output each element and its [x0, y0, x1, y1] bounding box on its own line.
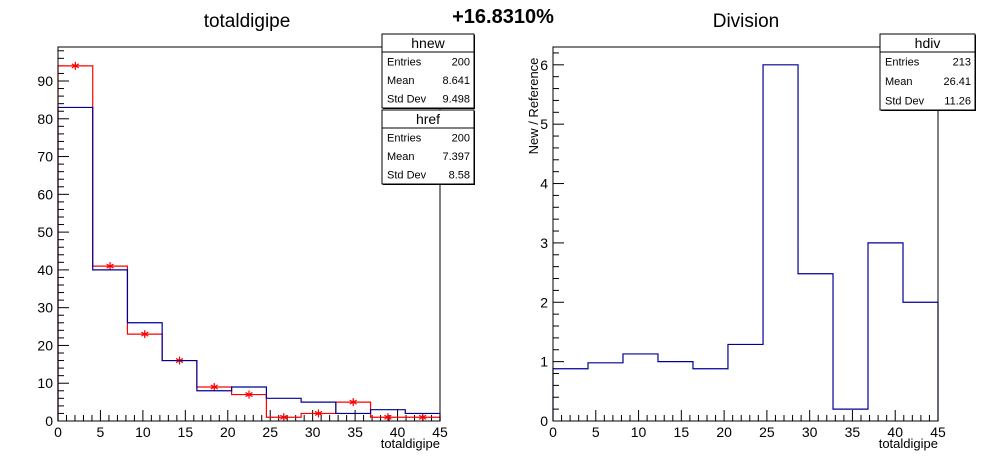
x-tick-label: 45 — [930, 424, 946, 440]
right-histogram-lines — [552, 64, 939, 421]
y-tick-label: 60 — [37, 186, 53, 202]
histogram-line-href — [57, 106, 441, 421]
y-tick-label: 40 — [37, 262, 53, 278]
stats-box-hnew: hnew Entries 200 Mean 8.641 Std Dev 9.498 — [381, 33, 475, 109]
y-tick-label: 0 — [45, 413, 53, 429]
stats-row-value: 26.41 — [943, 76, 971, 88]
histogram-line-hnew — [57, 65, 441, 421]
y-tick-label: 0 — [540, 413, 548, 429]
y-tick-label: 1 — [540, 354, 548, 370]
data-point-hnew — [314, 409, 323, 418]
x-tick-label: 45 — [432, 424, 448, 440]
y-tick-label: 5 — [540, 116, 548, 132]
stats-row-label: Mean — [387, 75, 415, 87]
stats-row-label: Std Dev — [387, 94, 427, 106]
stats-row-value: 213 — [953, 57, 971, 69]
data-point-hnew — [106, 262, 114, 271]
data-point-hnew — [349, 398, 357, 407]
x-tick-label: 15 — [178, 424, 194, 440]
y-tick-label: 80 — [37, 111, 53, 127]
y-tick-label: 30 — [37, 300, 53, 316]
stats-row-value: 11.26 — [944, 95, 971, 107]
x-tick-label: 10 — [631, 424, 647, 440]
x-tick-label: 40 — [390, 424, 406, 440]
left-axis-ticks: 0 5 10 15 20 25 30 35 40 45 0 10 20 30 40 50 60 70 80 90 — [37, 50, 448, 440]
stats-row-label: Entries — [885, 57, 920, 69]
y-tick-label: 10 — [37, 375, 53, 391]
x-tick-label: 5 — [592, 424, 600, 440]
data-point-hnew — [71, 61, 80, 70]
stats-row-value: 8.641 — [442, 75, 470, 87]
x-tick-label: 25 — [759, 424, 775, 440]
stats-row-label: Mean — [387, 151, 415, 163]
data-point-hnew — [210, 383, 219, 391]
stats-row-value: 200 — [452, 132, 470, 144]
stats-title: href — [416, 111, 440, 127]
right-chart-title: Division — [713, 11, 780, 32]
stats-box-hdiv: hdiv Entries 213 Mean 26.41 Std Dev 11.26 — [879, 33, 976, 111]
right-y-axis-label: New / Reference — [526, 58, 541, 155]
x-tick-label: 20 — [716, 424, 732, 440]
percent-label: +16.8310% — [452, 6, 554, 28]
x-tick-label: 30 — [305, 424, 321, 440]
stats-row-label: Entries — [387, 56, 422, 68]
left-chart-title: totaldigipe — [204, 11, 291, 32]
data-point-hnew — [245, 390, 253, 399]
x-tick-label: 35 — [347, 424, 363, 440]
histogram-line-hdiv — [552, 64, 939, 421]
stats-row-value: 7.397 — [442, 151, 470, 163]
left-histogram-lines — [57, 61, 441, 422]
y-tick-label: 70 — [37, 149, 53, 165]
stats-row-label: Std Dev — [885, 95, 925, 107]
x-tick-label: 0 — [549, 424, 557, 440]
stats-row-label: Std Dev — [387, 170, 427, 182]
stats-box-href: href Entries 200 Mean 7.397 Std Dev 8.58 — [381, 109, 475, 185]
x-tick-label: 20 — [220, 424, 236, 440]
stats-row-value: 200 — [452, 56, 470, 68]
x-tick-label: 35 — [845, 424, 861, 440]
stats-title: hnew — [411, 35, 445, 51]
left-histogram-pad: totaldigipe 0 5 10 15 20 25 30 35 40 45 0 10 20 30 40 5… — [37, 11, 475, 451]
y-tick-label: 6 — [540, 57, 548, 73]
x-tick-label: 5 — [97, 424, 105, 440]
stats-row-value: 8.58 — [449, 170, 470, 182]
data-point-hnew — [279, 413, 288, 422]
y-tick-label: 4 — [540, 176, 548, 192]
y-tick-label: 50 — [37, 224, 53, 240]
left-plot-frame — [57, 46, 441, 422]
stats-row-value: 9.498 — [442, 94, 470, 106]
right-plot-frame — [552, 46, 939, 422]
x-tick-label: 0 — [54, 424, 62, 440]
right-x-axis-label: totaldigipe — [879, 436, 938, 451]
left-x-axis-label: totaldigipe — [381, 436, 440, 451]
right-stats-boxes: hdiv Entries 213 Mean 26.41 Std Dev 11.26 — [879, 33, 976, 111]
x-tick-label: 15 — [674, 424, 690, 440]
x-tick-label: 25 — [262, 424, 278, 440]
stats-row-label: Mean — [885, 76, 913, 88]
x-tick-label: 30 — [802, 424, 818, 440]
y-tick-label: 20 — [37, 337, 53, 353]
data-point-hnew — [384, 413, 392, 422]
data-point-hnew — [141, 330, 149, 339]
stats-title: hdiv — [915, 35, 941, 51]
x-tick-label: 10 — [135, 424, 151, 440]
x-tick-label: 40 — [887, 424, 903, 440]
y-tick-label: 90 — [37, 73, 53, 89]
data-point-hnew — [418, 413, 427, 422]
y-tick-label: 2 — [540, 294, 548, 310]
stats-row-label: Entries — [387, 132, 422, 144]
y-tick-label: 3 — [540, 235, 548, 251]
